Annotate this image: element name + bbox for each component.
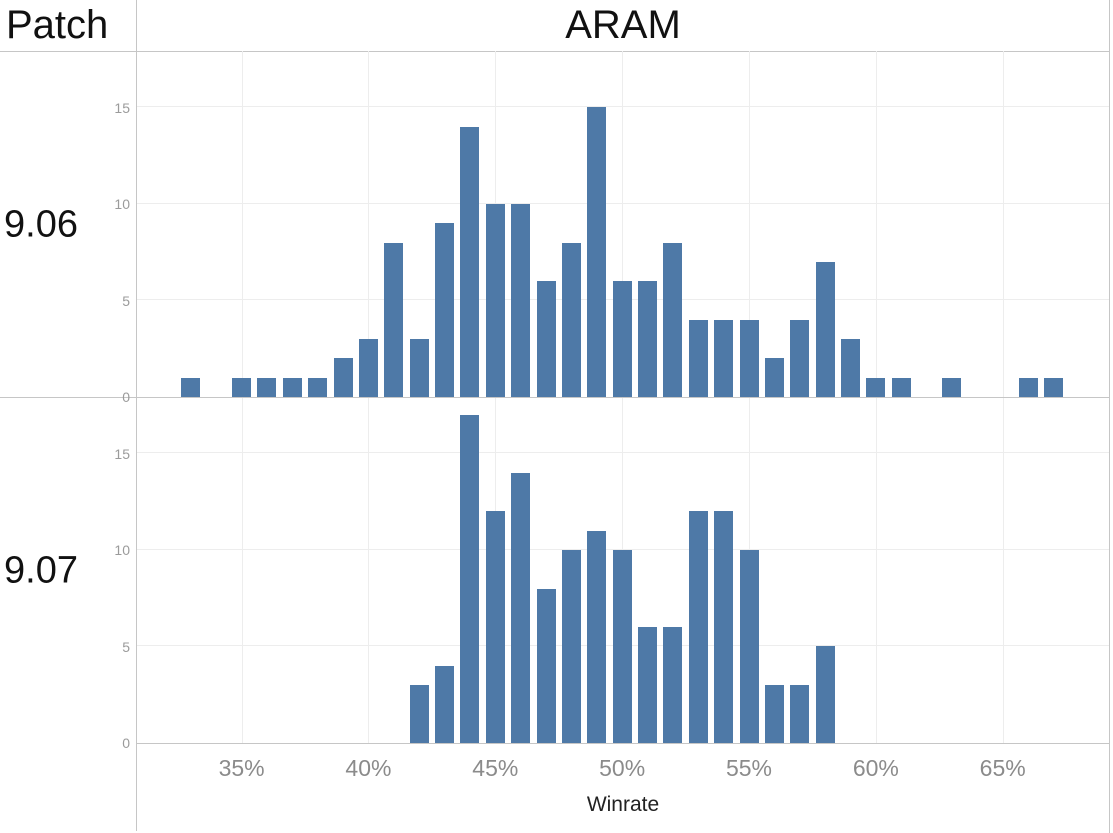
histogram-bar[interactable] bbox=[866, 378, 885, 397]
chart-title: ARAM bbox=[565, 3, 681, 47]
vertical-gridline bbox=[622, 51, 623, 397]
row-dimension-header: Patch bbox=[6, 3, 109, 47]
vertical-gridline bbox=[368, 398, 369, 743]
vertical-gridline bbox=[242, 398, 243, 743]
histogram-bar[interactable] bbox=[663, 243, 682, 397]
plot-right-border bbox=[1109, 0, 1110, 833]
histogram-bar[interactable] bbox=[765, 685, 784, 743]
histogram-bar[interactable] bbox=[613, 550, 632, 743]
vertical-gridline bbox=[749, 51, 750, 397]
histogram-bar[interactable] bbox=[537, 589, 556, 743]
histogram-bar[interactable] bbox=[486, 511, 505, 743]
vertical-gridline bbox=[876, 398, 877, 743]
x-axis-tick-label: 55% bbox=[725, 755, 773, 781]
y-axis-tick-label: 5 bbox=[122, 292, 130, 309]
histogram-bar[interactable] bbox=[892, 378, 911, 397]
x-axis-tick-label: 45% bbox=[472, 755, 519, 781]
horizontal-gridline bbox=[137, 452, 1109, 453]
y-axis-tick-label: 5 bbox=[122, 638, 130, 655]
histogram-bar[interactable] bbox=[511, 473, 530, 743]
horizontal-gridline bbox=[137, 549, 1109, 550]
histogram-bar[interactable] bbox=[359, 339, 378, 397]
histogram-panel-907 bbox=[137, 398, 1109, 743]
histogram-bar[interactable] bbox=[714, 320, 733, 397]
histogram-bar[interactable] bbox=[816, 262, 835, 397]
histogram-bar[interactable] bbox=[1019, 378, 1038, 397]
y-axis-tick-label: 10 bbox=[114, 542, 130, 558]
row-label-patch-907[interactable]: 9.07 bbox=[4, 549, 78, 592]
horizontal-gridline bbox=[137, 203, 1109, 204]
histogram-bar[interactable] bbox=[740, 320, 759, 397]
vertical-gridline bbox=[242, 51, 243, 397]
histogram-bar[interactable] bbox=[638, 627, 657, 743]
histogram-bar[interactable] bbox=[1044, 378, 1063, 397]
x-axis-tick-label: 60% bbox=[852, 755, 899, 781]
x-axis-tick-label: 40% bbox=[345, 755, 392, 781]
histogram-bar[interactable] bbox=[562, 243, 581, 397]
x-axis-tick-label: 35% bbox=[218, 755, 265, 781]
histogram-bar[interactable] bbox=[460, 415, 479, 743]
histogram-bar[interactable] bbox=[816, 646, 835, 743]
histogram-bar[interactable] bbox=[486, 204, 505, 397]
histogram-bar[interactable] bbox=[435, 666, 454, 743]
y-axis-tick-label: 15 bbox=[114, 99, 130, 116]
histogram-bar[interactable] bbox=[562, 550, 581, 743]
vertical-gridline bbox=[876, 51, 877, 397]
histogram-bar[interactable] bbox=[232, 378, 251, 397]
histogram-bar[interactable] bbox=[181, 378, 200, 397]
histogram-bar[interactable] bbox=[587, 531, 606, 743]
histogram-bar[interactable] bbox=[689, 320, 708, 397]
histogram-bar[interactable] bbox=[410, 339, 429, 397]
histogram-bar[interactable] bbox=[308, 378, 327, 397]
y-axis-tick-label: 10 bbox=[114, 196, 130, 212]
row-header-divider-line bbox=[136, 0, 137, 831]
vertical-gridline bbox=[368, 51, 369, 397]
histogram-bar[interactable] bbox=[841, 339, 860, 397]
x-axis-tick-label: 50% bbox=[599, 755, 646, 781]
histogram-bar[interactable] bbox=[435, 223, 454, 397]
y-axis-tick-label: 15 bbox=[114, 445, 130, 462]
histogram-bar[interactable] bbox=[537, 281, 556, 397]
histogram-bar[interactable] bbox=[942, 378, 961, 397]
histogram-bar[interactable] bbox=[765, 358, 784, 397]
histogram-bar[interactable] bbox=[613, 281, 632, 397]
histogram-bar[interactable] bbox=[257, 378, 276, 397]
row-label-patch-906[interactable]: 9.06 bbox=[4, 203, 78, 246]
horizontal-gridline bbox=[137, 106, 1109, 107]
panel-divider-line bbox=[0, 397, 1109, 398]
histogram-panel-906 bbox=[137, 51, 1109, 397]
histogram-bar[interactable] bbox=[511, 204, 530, 397]
histogram-bar[interactable] bbox=[714, 511, 733, 743]
histogram-bar[interactable] bbox=[790, 320, 809, 397]
histogram-bar[interactable] bbox=[384, 243, 403, 397]
x-axis-tick-label: 65% bbox=[979, 755, 1026, 781]
histogram-bar[interactable] bbox=[663, 627, 682, 743]
histogram-bar[interactable] bbox=[587, 107, 606, 397]
histogram-bar[interactable] bbox=[410, 685, 429, 743]
header-divider-line bbox=[0, 51, 1109, 52]
x-axis-line bbox=[137, 743, 1109, 744]
y-axis-tick-label: 0 bbox=[122, 735, 130, 751]
histogram-bar[interactable] bbox=[740, 550, 759, 743]
vertical-gridline bbox=[1003, 398, 1004, 743]
y-axis-tick-label: 0 bbox=[122, 389, 130, 405]
histogram-bar[interactable] bbox=[334, 358, 353, 397]
x-axis-title: Winrate bbox=[586, 793, 660, 816]
histogram-bar[interactable] bbox=[460, 127, 479, 397]
histogram-bar[interactable] bbox=[638, 281, 657, 397]
vertical-gridline bbox=[1003, 51, 1004, 397]
histogram-bar[interactable] bbox=[790, 685, 809, 743]
histogram-bar[interactable] bbox=[689, 511, 708, 743]
histogram-bar[interactable] bbox=[283, 378, 302, 397]
